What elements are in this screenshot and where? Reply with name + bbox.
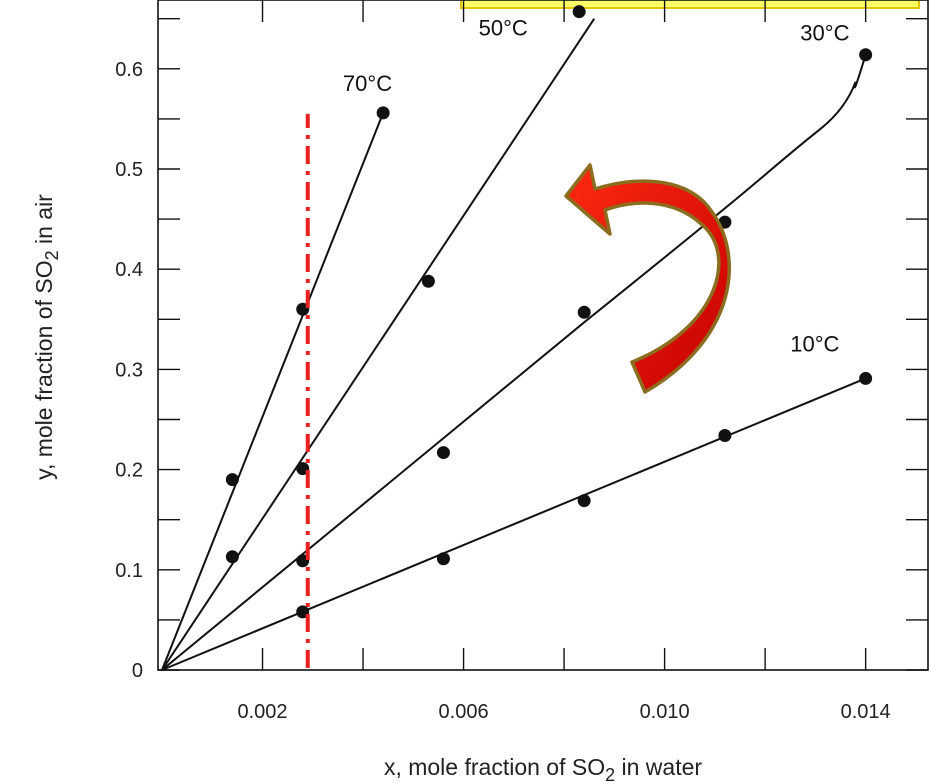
x-tick-label: 0.014 xyxy=(841,701,891,723)
series-lines xyxy=(161,18,867,671)
data-point-10c xyxy=(577,494,591,508)
curve-label-10c: 10°C xyxy=(790,331,839,356)
y-tick-label: 0.5 xyxy=(115,159,143,181)
yellow-highlight-box xyxy=(460,0,920,9)
axis-tick-labels: 0.002 0.006 0.010 0.014 0 0.1 0.2 0.3 0.4 0.5 0.6 xyxy=(115,59,890,723)
data-point-10c xyxy=(859,371,873,385)
curved-red-arrow xyxy=(564,163,731,394)
curve-label-30c: 30°C xyxy=(800,21,849,46)
x-tick-label: 0.002 xyxy=(237,701,287,723)
data-point-70c xyxy=(376,106,390,120)
plot-frame xyxy=(157,0,929,671)
y-tick-label: 0.3 xyxy=(115,359,143,381)
y-axis-title: y, mole fraction of SO2 in air xyxy=(31,194,62,480)
axis-ticks xyxy=(158,0,928,671)
series-points xyxy=(225,5,873,619)
y-tick-label: 0.2 xyxy=(115,460,143,482)
x-tick-label: 0.006 xyxy=(439,701,489,723)
y-tick-label: 0.6 xyxy=(115,59,143,81)
y-tick-label: 0.4 xyxy=(115,259,143,281)
data-point-30c xyxy=(577,305,591,319)
data-point-30c xyxy=(859,48,873,62)
data-point-50c xyxy=(572,5,586,19)
curve-labels: 10°C 30°C 50°C 70°C xyxy=(343,16,850,357)
data-point-70c xyxy=(225,473,239,487)
data-point-50c xyxy=(225,550,239,564)
y-tick-label: 0 xyxy=(132,660,143,682)
data-point-30c xyxy=(436,446,450,460)
data-point-50c xyxy=(421,274,435,288)
data-point-10c xyxy=(436,552,450,566)
series-line-70c xyxy=(161,112,385,671)
series-line-10c xyxy=(161,377,867,671)
series-line-30c xyxy=(161,54,867,671)
curve-label-50c: 50°C xyxy=(479,16,528,41)
x-axis-title: x, mole fraction of SO2 in water xyxy=(384,754,702,784)
y-tick-label: 0.1 xyxy=(115,560,143,582)
x-tick-label: 0.010 xyxy=(640,701,690,723)
data-point-10c xyxy=(718,429,732,443)
curve-label-70c: 70°C xyxy=(343,71,392,96)
